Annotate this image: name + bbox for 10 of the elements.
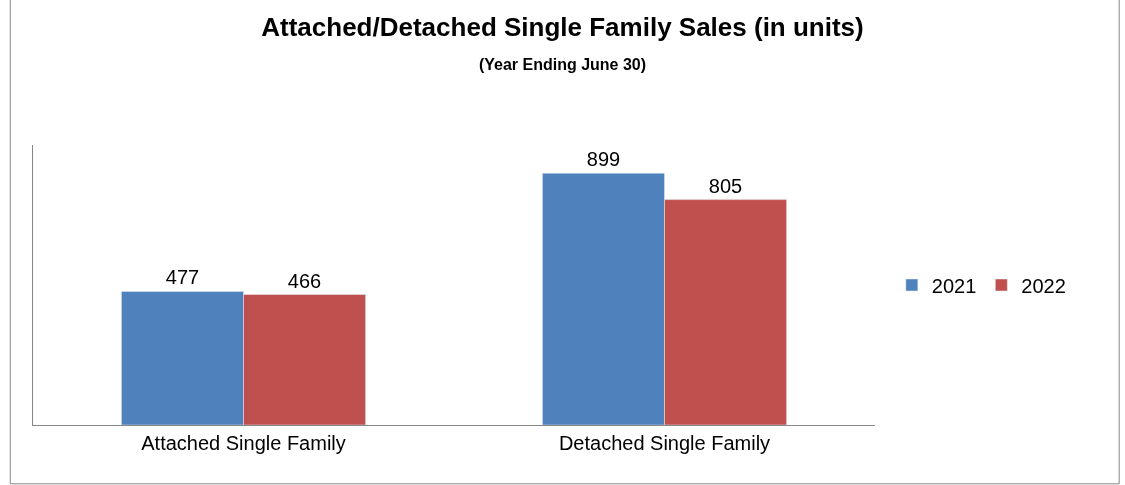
legend-label: 2021 [931,274,977,297]
legend-label: 2022 [1021,274,1066,297]
chart-subtitle: (Year Ending June 30) [478,56,647,74]
data-label: 477 [165,266,200,289]
data-label: 805 [708,174,743,197]
x-tick-label: Attached Single Family [141,432,346,454]
x-tick-label: Detached Single Family [558,432,771,454]
data-label: 466 [287,269,322,292]
chart-title: Attached/Detached Single Family Sales (in units) [261,12,864,43]
data-label: 899 [586,148,621,171]
